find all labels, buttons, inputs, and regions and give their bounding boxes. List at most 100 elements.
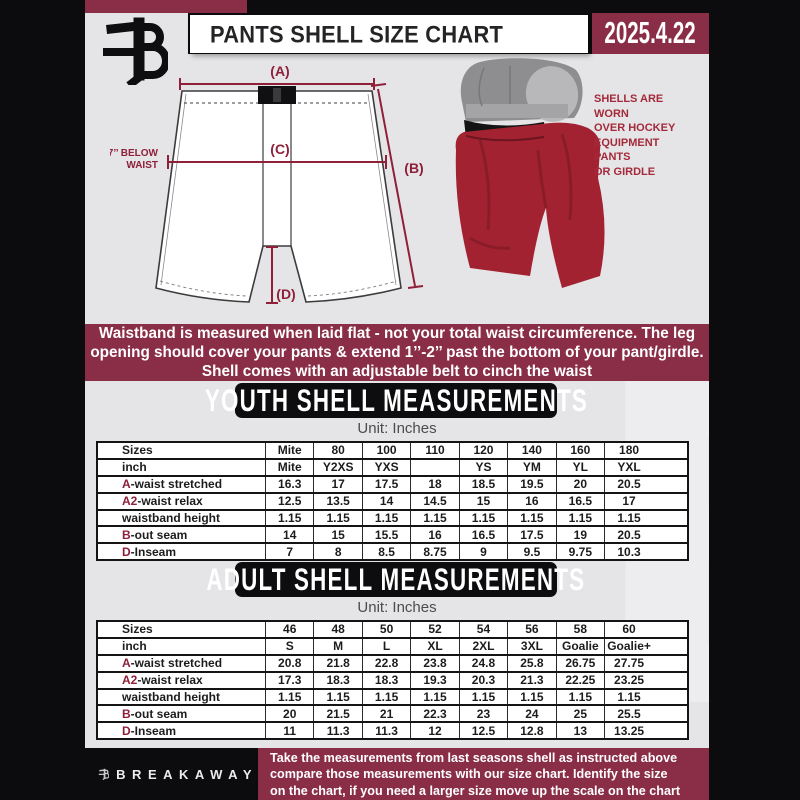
- label-a: (A): [270, 63, 289, 79]
- ghost-cell: [653, 670, 689, 690]
- ghost-cell: [653, 704, 689, 724]
- value-cell: 1.15: [264, 687, 315, 707]
- value-cell: 21.5: [313, 704, 363, 724]
- value-cell: 18.3: [361, 670, 412, 690]
- ghost-cell: [653, 542, 689, 562]
- brand-name: BREAKAWAY: [116, 766, 258, 782]
- value-cell: 1.15: [313, 508, 363, 528]
- column-header: 160: [555, 441, 606, 460]
- value-cell: 1.15: [555, 687, 606, 707]
- column-header: 120: [458, 441, 509, 460]
- value-cell: 20: [555, 474, 606, 494]
- value-cell: YM: [507, 457, 557, 477]
- value-cell: 1.15: [410, 508, 460, 528]
- value-cell: 12.5: [264, 491, 315, 511]
- column-header: 46: [264, 620, 315, 639]
- value-cell: 12.8: [507, 721, 557, 741]
- date-text: 2025.4.22: [604, 16, 697, 50]
- value-cell: 25: [555, 704, 606, 724]
- page-title: PANTS SHELL SIZE CHART: [210, 19, 504, 47]
- value-cell: 11.3: [361, 721, 412, 741]
- value-cell: 16.3: [264, 474, 315, 494]
- table-row: A2-waist relax 12.5 13.5 14 14.5 15 16 16.5 17: [96, 491, 689, 511]
- value-cell: 17.3: [264, 670, 315, 690]
- column-header: Sizes: [96, 441, 266, 460]
- youth-section-header: YOUTH SHELL MEASUREMENTS: [204, 383, 586, 418]
- top-accent-black: [247, 0, 709, 13]
- value-cell: 22.3: [410, 704, 460, 724]
- value-cell: 23.8: [410, 653, 460, 673]
- value-cell: 27.75: [604, 653, 653, 673]
- text-line: Waistband is measured when laid flat - n…: [98, 325, 696, 342]
- row-label-prefix: A2: [122, 673, 138, 688]
- text-line: OVER HOCKEY: [594, 122, 676, 134]
- title-bar: PANTS SHELL SIZE CHART: [190, 15, 588, 53]
- shell-photo: [455, 58, 605, 289]
- value-cell: 25.5: [604, 704, 653, 724]
- column-header: Sizes: [96, 620, 266, 639]
- row-label-prefix: A: [122, 477, 131, 492]
- footer-instructions: Take the measurements from last seasons …: [258, 748, 709, 800]
- text-line: EQUIPMENT PANTS: [594, 136, 660, 164]
- value-cell: 1.15: [604, 508, 653, 528]
- value-cell: 14: [361, 491, 412, 511]
- ghost-cell: [653, 457, 689, 477]
- breakaway-b-footer-icon: [98, 768, 110, 781]
- text-line: Take the measurements from last seasons …: [270, 751, 678, 765]
- value-cell: 1.15: [507, 508, 557, 528]
- row-label: inch: [96, 457, 266, 477]
- value-cell: 2XL: [458, 636, 509, 656]
- ghost-cell: [653, 491, 689, 511]
- footer-brand-block: BREAKAWAY: [85, 748, 258, 800]
- value-cell: 1.15: [555, 508, 606, 528]
- adult-section-header: ADULT SHELL MEASUREMENTS: [207, 562, 584, 597]
- value-cell: S: [264, 636, 315, 656]
- row-label: D-Inseam: [96, 721, 266, 741]
- table-row: B-out seam 20 21.5 21 22.3 23 24 25 25.5: [96, 704, 689, 724]
- table-row: inch S M L XL 2XL 3XL Goalie Goalie+: [96, 636, 689, 656]
- table-header-row: Sizes 46 48 50 52 54 56 58 60: [96, 620, 689, 639]
- column-header: 48: [313, 620, 363, 639]
- youth-size-table: Sizes Mite 80 100 110 120 140 160 180 inch Mite Y2X…: [96, 441, 689, 562]
- table-row: waistband height 1.15 1.15 1.15 1.15 1.15 1.15…: [96, 687, 689, 707]
- value-cell: 15: [313, 525, 363, 545]
- value-cell: 25.8: [507, 653, 557, 673]
- value-cell: 18.5: [458, 474, 509, 494]
- value-cell: 23.25: [604, 670, 653, 690]
- row-label-prefix: B: [122, 527, 131, 542]
- table-header-row: Sizes Mite 80 100 110 120 140 160 180: [96, 441, 689, 460]
- row-label-prefix: D: [122, 723, 131, 738]
- value-cell: 12.5: [458, 721, 509, 741]
- value-cell: 11: [264, 721, 315, 741]
- value-cell: 13: [555, 721, 606, 741]
- column-header: 180: [604, 441, 653, 460]
- value-cell: 20.3: [458, 670, 509, 690]
- value-cell: 17.5: [507, 525, 557, 545]
- value-cell: 21.8: [313, 653, 363, 673]
- value-cell: 8.75: [410, 542, 460, 562]
- youth-section-title: YOUTH SHELL MEASUREMENTS: [204, 382, 588, 418]
- youth-unit-label: Unit: Inches: [357, 420, 437, 437]
- table-row: waistband height 1.15 1.15 1.15 1.15 1.15 1.15…: [96, 508, 689, 528]
- value-cell: 9.75: [555, 542, 606, 562]
- row-label-prefix: A: [122, 656, 131, 671]
- column-header: 52: [410, 620, 460, 639]
- value-cell: Goalie: [555, 636, 606, 656]
- ghost-cell: [653, 620, 689, 639]
- value-cell: YXS: [361, 457, 412, 477]
- column-header: 56: [507, 620, 557, 639]
- label-c: (C): [270, 141, 289, 157]
- value-cell: 20.5: [604, 525, 653, 545]
- ghost-cell: [653, 525, 689, 545]
- value-cell: 17.5: [361, 474, 412, 494]
- text-line: compare those measurements with our size…: [270, 767, 668, 782]
- row-label: waistband height: [96, 687, 266, 707]
- value-cell: YL: [555, 457, 606, 477]
- value-cell: YS: [458, 457, 509, 477]
- value-cell: 16.5: [555, 491, 606, 511]
- table-row: D-Inseam 11 11.3 11.3 12 12.5 12.8 13 13.25: [96, 721, 689, 741]
- table-row: A-waist stretched 16.3 17 17.5 18 18.5 19.5 20 2…: [96, 474, 689, 494]
- row-label-prefix: A2: [122, 494, 138, 509]
- pants-measurement-diagram: (A) (B) (C) (D) 7’’ BELOW WAIST: [110, 63, 424, 304]
- value-cell: 13.5: [313, 491, 363, 511]
